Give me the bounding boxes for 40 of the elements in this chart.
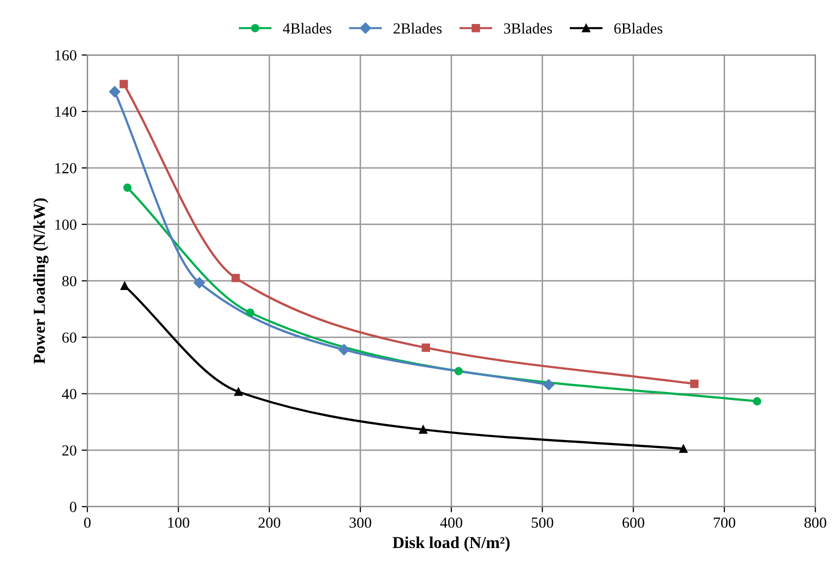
y-tick-label: 100 (55, 220, 76, 230)
y-tick-label: 20 (62, 445, 76, 456)
point (234, 388, 243, 396)
y-tick-label: 60 (62, 332, 76, 343)
x-tick-label: 0 (84, 517, 91, 528)
y-axis-title: Power Loading (N/kW) (33, 198, 48, 364)
legend-label: 6Blades (614, 22, 662, 34)
legend-label: 4Blades (282, 22, 332, 34)
y-tick-label: 40 (62, 388, 76, 400)
point (752, 397, 762, 406)
x-tick-label: 800 (804, 517, 826, 528)
x-tick-label: 600 (622, 517, 644, 528)
legend-label: 3Blades (504, 22, 552, 34)
legend-label: 2Blades (394, 22, 442, 34)
y-tick-label: 160 (55, 50, 76, 60)
point (232, 274, 240, 282)
point (246, 308, 254, 317)
y-tick-label: 0 (70, 502, 76, 512)
point (120, 80, 128, 88)
point (120, 282, 129, 290)
x-tick-label: 400 (440, 517, 462, 528)
point (690, 380, 698, 388)
point (679, 444, 688, 453)
x-axis-title: Disk load (N/m²) (392, 536, 510, 552)
x-tick-label: 300 (350, 517, 372, 528)
point (418, 425, 428, 434)
point (454, 366, 463, 376)
point (194, 277, 205, 288)
point (123, 184, 132, 192)
x-tick-label: 100 (168, 517, 190, 528)
point (109, 86, 120, 98)
point (543, 379, 554, 390)
point (422, 344, 430, 352)
y-tick-label: 120 (55, 163, 76, 174)
x-tick-label: 700 (714, 517, 736, 528)
x-tick-label: 200 (258, 517, 280, 528)
x-tick-label: 500 (532, 517, 554, 528)
y-tick-label: 140 (55, 106, 76, 117)
y-tick-label: 80 (62, 276, 76, 286)
point (338, 344, 350, 356)
